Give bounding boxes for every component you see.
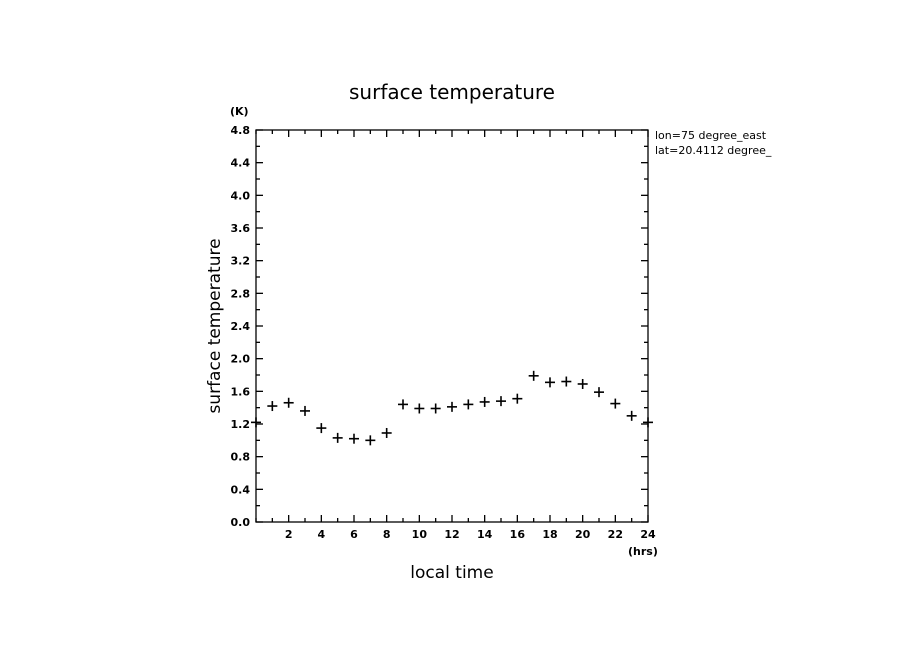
plot-frame xyxy=(255,129,649,523)
data-point xyxy=(626,410,637,421)
x-tick-label: 22 xyxy=(608,528,623,541)
x-tick-label: 18 xyxy=(542,528,557,541)
data-point xyxy=(381,427,392,438)
y-axis-label: surface temperature xyxy=(205,238,225,413)
x-tick-label: 10 xyxy=(412,528,428,541)
data-point xyxy=(251,417,261,428)
data-point xyxy=(545,377,555,388)
data-point xyxy=(430,403,441,414)
data-point xyxy=(561,376,572,387)
data-points xyxy=(251,370,653,446)
data-point xyxy=(447,401,457,412)
y-tick-label: 4.8 xyxy=(231,124,251,137)
data-point xyxy=(300,405,310,416)
data-point xyxy=(512,393,523,404)
x-tick-label: 24 xyxy=(640,528,656,541)
x-tick-label: 2 xyxy=(285,528,293,541)
y-tick-label: 1.6 xyxy=(231,385,251,398)
data-point xyxy=(398,399,408,410)
data-point xyxy=(316,423,327,434)
x-tick-label: 14 xyxy=(477,528,493,541)
x-tick-label: 16 xyxy=(510,528,526,541)
y-unit-label: (K) xyxy=(230,105,249,118)
data-point xyxy=(267,401,278,412)
data-point xyxy=(463,399,474,410)
data-point xyxy=(610,398,621,409)
annotation-lat: lat=20.4112 degree_ xyxy=(655,144,772,157)
data-point xyxy=(349,433,359,444)
x-unit-label: (hrs) xyxy=(628,545,658,558)
x-tick-label: 12 xyxy=(444,528,459,541)
data-point xyxy=(528,370,539,381)
x-tick-label: 6 xyxy=(350,528,358,541)
data-point xyxy=(577,378,588,389)
data-point xyxy=(283,397,294,408)
y-tick-label: 3.6 xyxy=(231,222,251,235)
chart-title: surface temperature xyxy=(349,80,555,104)
data-point xyxy=(643,417,653,428)
data-point xyxy=(365,435,376,446)
x-tick-label: 20 xyxy=(575,528,591,541)
x-axis-label: local time xyxy=(410,563,493,583)
data-point xyxy=(414,403,425,414)
data-point xyxy=(479,396,490,407)
axis-ticks: 0.0 0.4 0.8 1.2 1.6 2.0 2.4 2.8 3.2 3.6 4.0 4.4 4.8 2… xyxy=(231,124,656,541)
y-tick-label: 0.0 xyxy=(231,516,251,529)
data-point xyxy=(496,396,506,407)
y-tick-label: 4.4 xyxy=(231,157,251,170)
x-tick-label: 8 xyxy=(383,528,391,541)
y-tick-label: 2.4 xyxy=(231,320,251,333)
y-tick-label: 0.8 xyxy=(231,451,251,464)
data-point xyxy=(332,432,343,443)
x-tick-label: 4 xyxy=(318,528,326,541)
data-point xyxy=(594,387,604,398)
y-tick-label: 1.2 xyxy=(231,418,251,431)
y-tick-label: 2.8 xyxy=(231,287,251,300)
y-tick-label: 0.4 xyxy=(231,483,251,496)
y-tick-label: 2.0 xyxy=(231,353,251,366)
annotation-lon: lon=75 degree_east xyxy=(655,129,767,142)
y-tick-label: 4.0 xyxy=(231,189,251,202)
y-tick-label: 3.2 xyxy=(231,255,251,268)
